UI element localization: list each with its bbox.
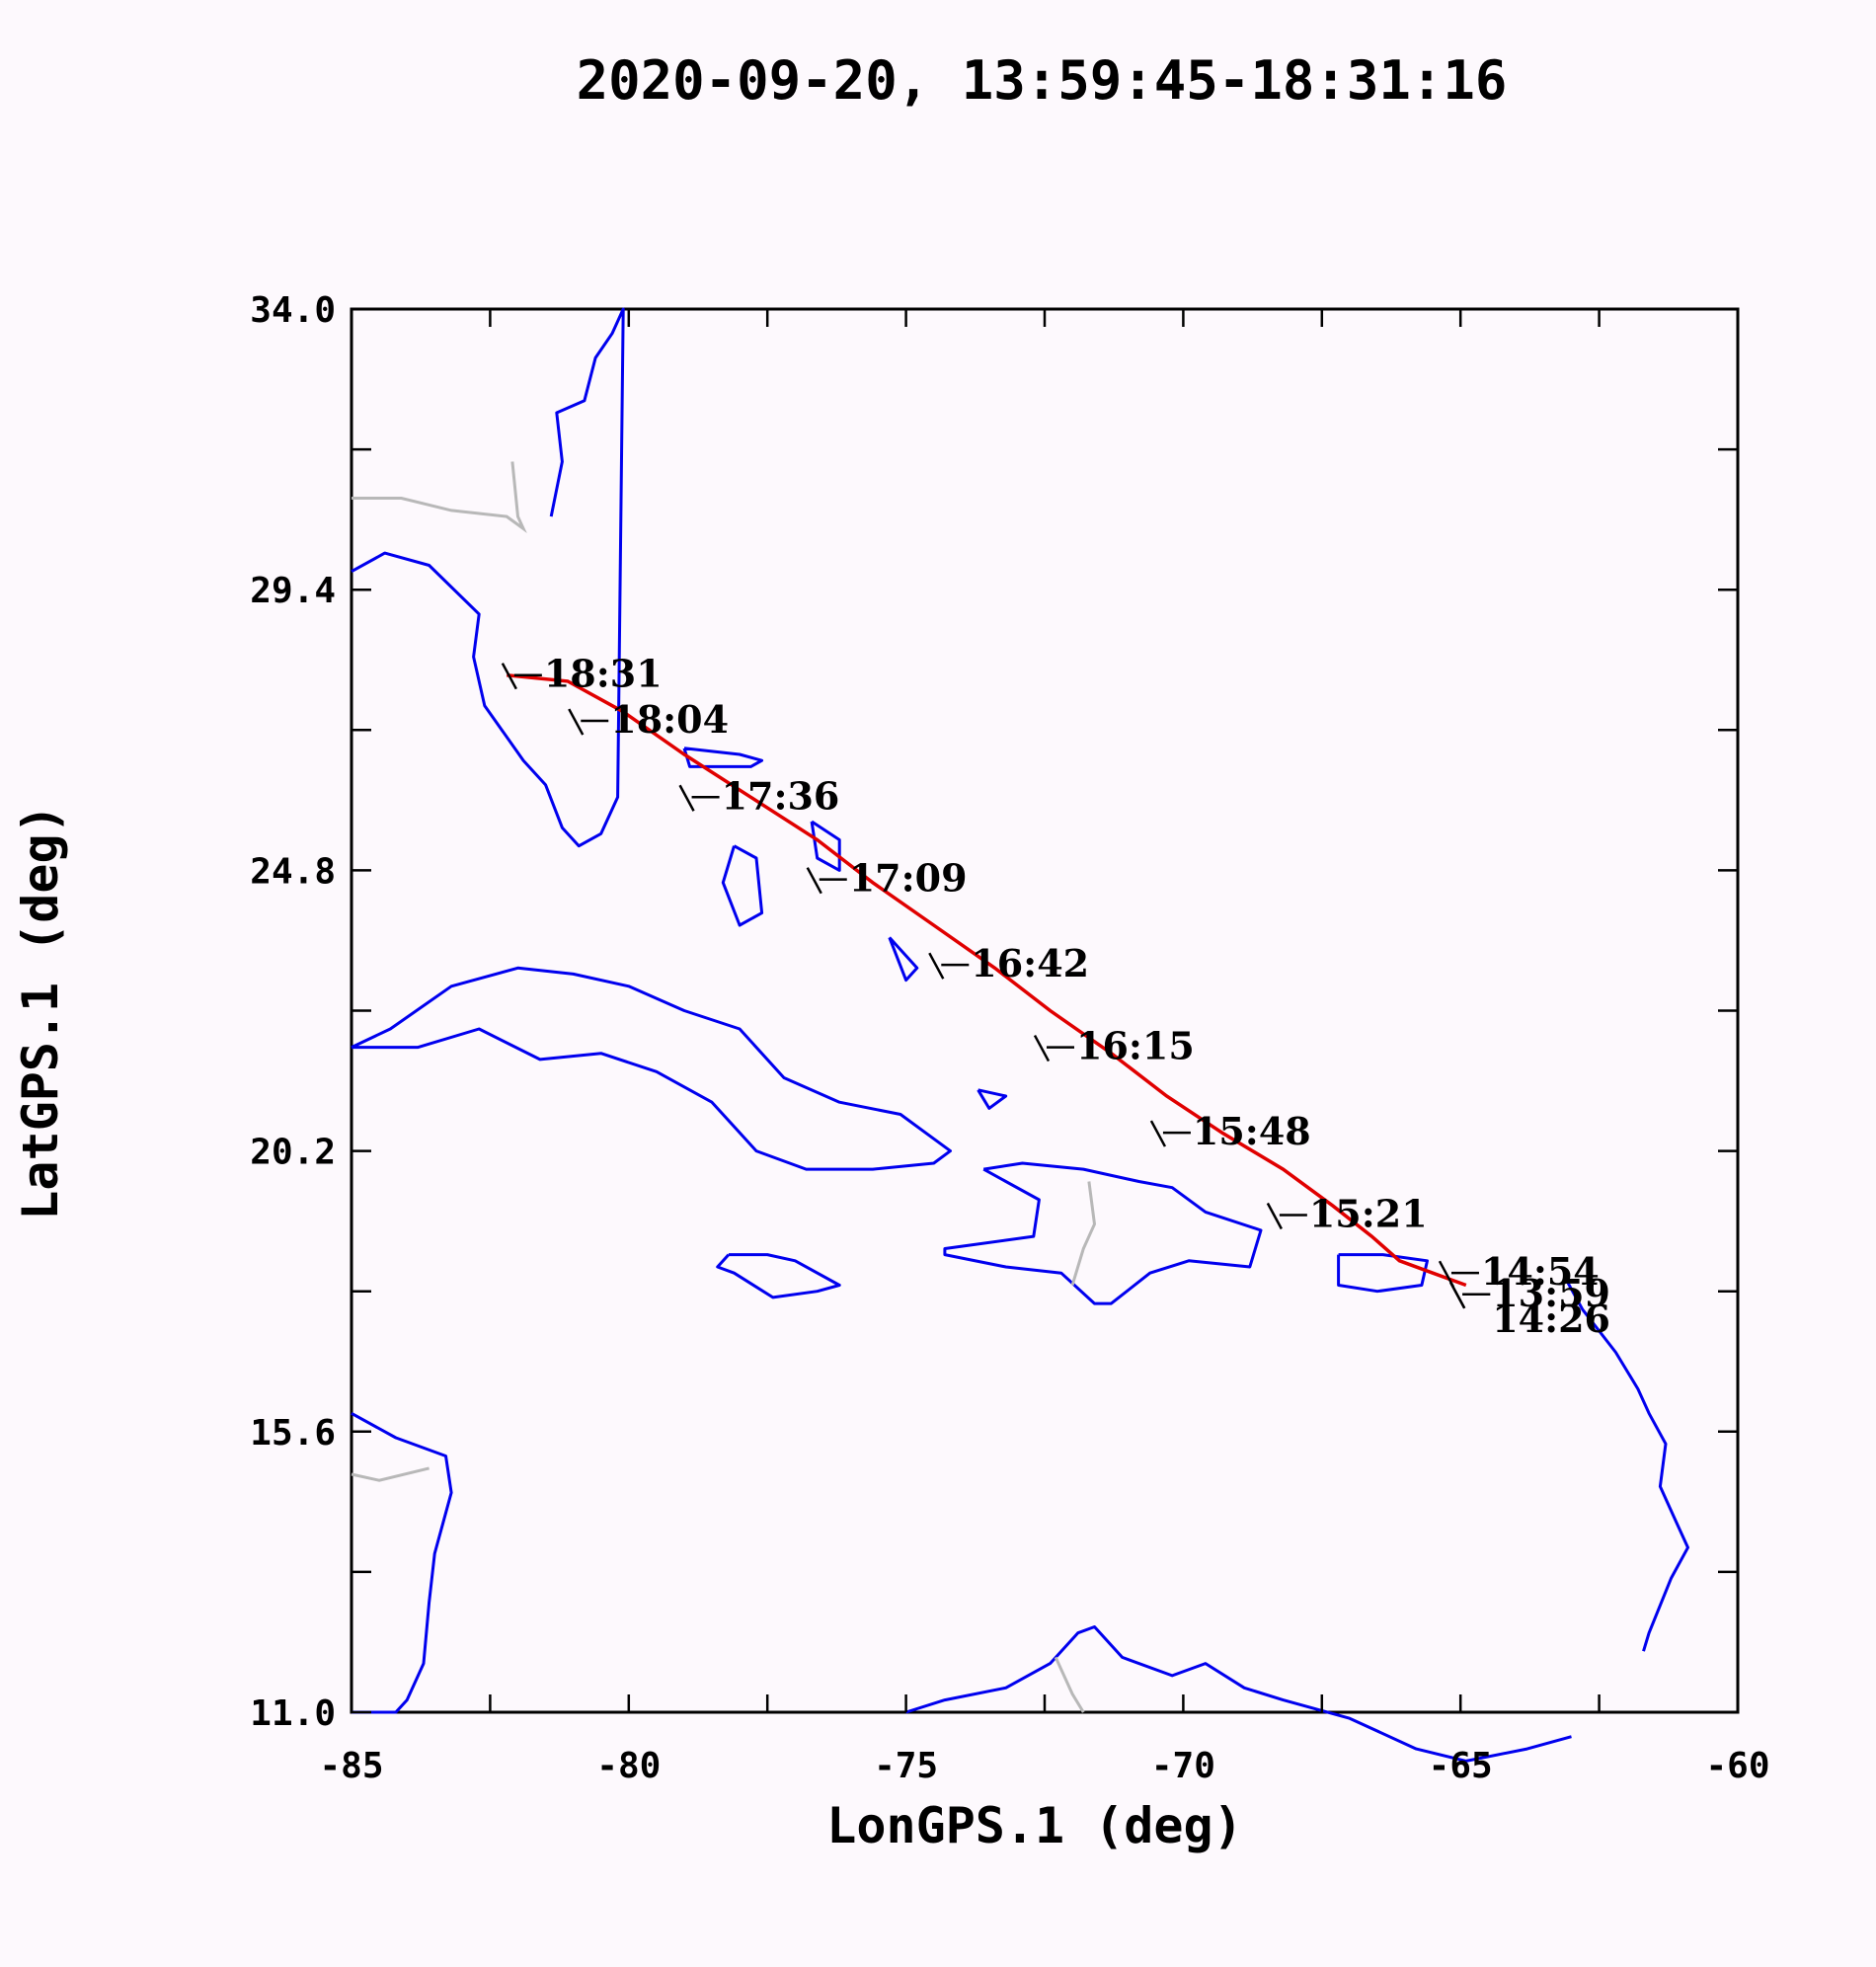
time-marker-stroke — [1033, 1034, 1051, 1062]
time-marker-stroke — [1449, 1282, 1466, 1309]
coastline-us-east-coast — [351, 307, 625, 848]
time-label: 18:31 — [544, 652, 663, 696]
plot-frame — [350, 307, 1740, 1714]
time-label: 15:21 — [1309, 1191, 1428, 1235]
coastline-lesser-antilles — [1564, 1278, 1689, 1652]
x-tick-label: -75 — [874, 1746, 938, 1786]
y-tick-label: 34.0 — [250, 290, 336, 331]
time-label: 17:36 — [722, 773, 840, 818]
x-tick-labels: -85 -80 -75 -70 -65 -60 — [319, 1746, 1769, 1786]
border-colombia-border — [1054, 1656, 1085, 1713]
chart-title: 2020-09-20, 13:59:45-18:31:16 — [577, 49, 1508, 112]
y-axis-label: LatGPS.1 (deg) — [12, 804, 69, 1220]
coastline-andros — [721, 844, 764, 927]
coastline-cuba — [351, 966, 952, 1171]
coastline-central-america — [351, 1411, 453, 1714]
time-label: 15:48 — [1193, 1109, 1311, 1153]
x-tick-label: -65 — [1429, 1746, 1493, 1786]
y-tick-label: 29.4 — [250, 571, 336, 611]
coastline-jamaica — [716, 1253, 841, 1299]
time-marker-stroke — [1149, 1120, 1167, 1147]
y-tick-label: 24.8 — [250, 851, 336, 892]
border-layer — [351, 461, 1097, 1713]
x-axis-label: LonGPS.1 (deg) — [826, 1797, 1242, 1854]
coastline-layer — [351, 307, 1689, 1763]
time-label: 18:04 — [610, 697, 729, 742]
time-marker-stroke — [1266, 1202, 1283, 1230]
time-label: 16:15 — [1076, 1024, 1195, 1068]
x-tick-label: -60 — [1705, 1746, 1769, 1786]
border-honduras-border — [351, 1466, 430, 1482]
coastline-inagua — [977, 1088, 1008, 1110]
y-tick-label: 15.6 — [250, 1413, 336, 1454]
time-marker-stroke — [678, 784, 695, 812]
time-marker-stroke — [501, 663, 517, 690]
x-tick-label: -80 — [596, 1746, 661, 1786]
border-haiti-dr-border — [1070, 1181, 1097, 1286]
time-label: 14:26 — [1492, 1297, 1610, 1341]
time-label: 16:42 — [971, 941, 1089, 985]
y-tick-label: 20.2 — [250, 1133, 336, 1173]
time-marker-stroke — [806, 867, 822, 895]
x-tick-label: -70 — [1151, 1746, 1215, 1786]
coastline-eleuthera — [810, 820, 841, 872]
border-fl-ga-border — [352, 461, 527, 533]
track-line — [507, 672, 1467, 1288]
y-tick-labels: 11.0 15.6 20.2 24.8 29.4 34.0 — [250, 290, 336, 1734]
x-tick-label: -85 — [319, 1746, 383, 1786]
y-tick-label: 11.0 — [250, 1693, 336, 1734]
axis-ticks — [350, 307, 1740, 1714]
flight-track — [507, 672, 1467, 1288]
coastline-hispaniola — [943, 1161, 1263, 1305]
coastline-grand-bahama — [682, 747, 764, 768]
coastline-colombia-venezuela — [905, 1625, 1572, 1763]
time-label: 13:59 — [1492, 1271, 1610, 1315]
time-markers — [501, 663, 1491, 1309]
time-marker-stroke — [568, 708, 585, 736]
time-marker-stroke — [928, 952, 945, 980]
time-label: 14:54 — [1481, 1249, 1600, 1294]
time-label: 17:09 — [849, 856, 968, 901]
coastline-puerto-rico — [1337, 1253, 1429, 1294]
coastline-long-island — [888, 936, 919, 983]
